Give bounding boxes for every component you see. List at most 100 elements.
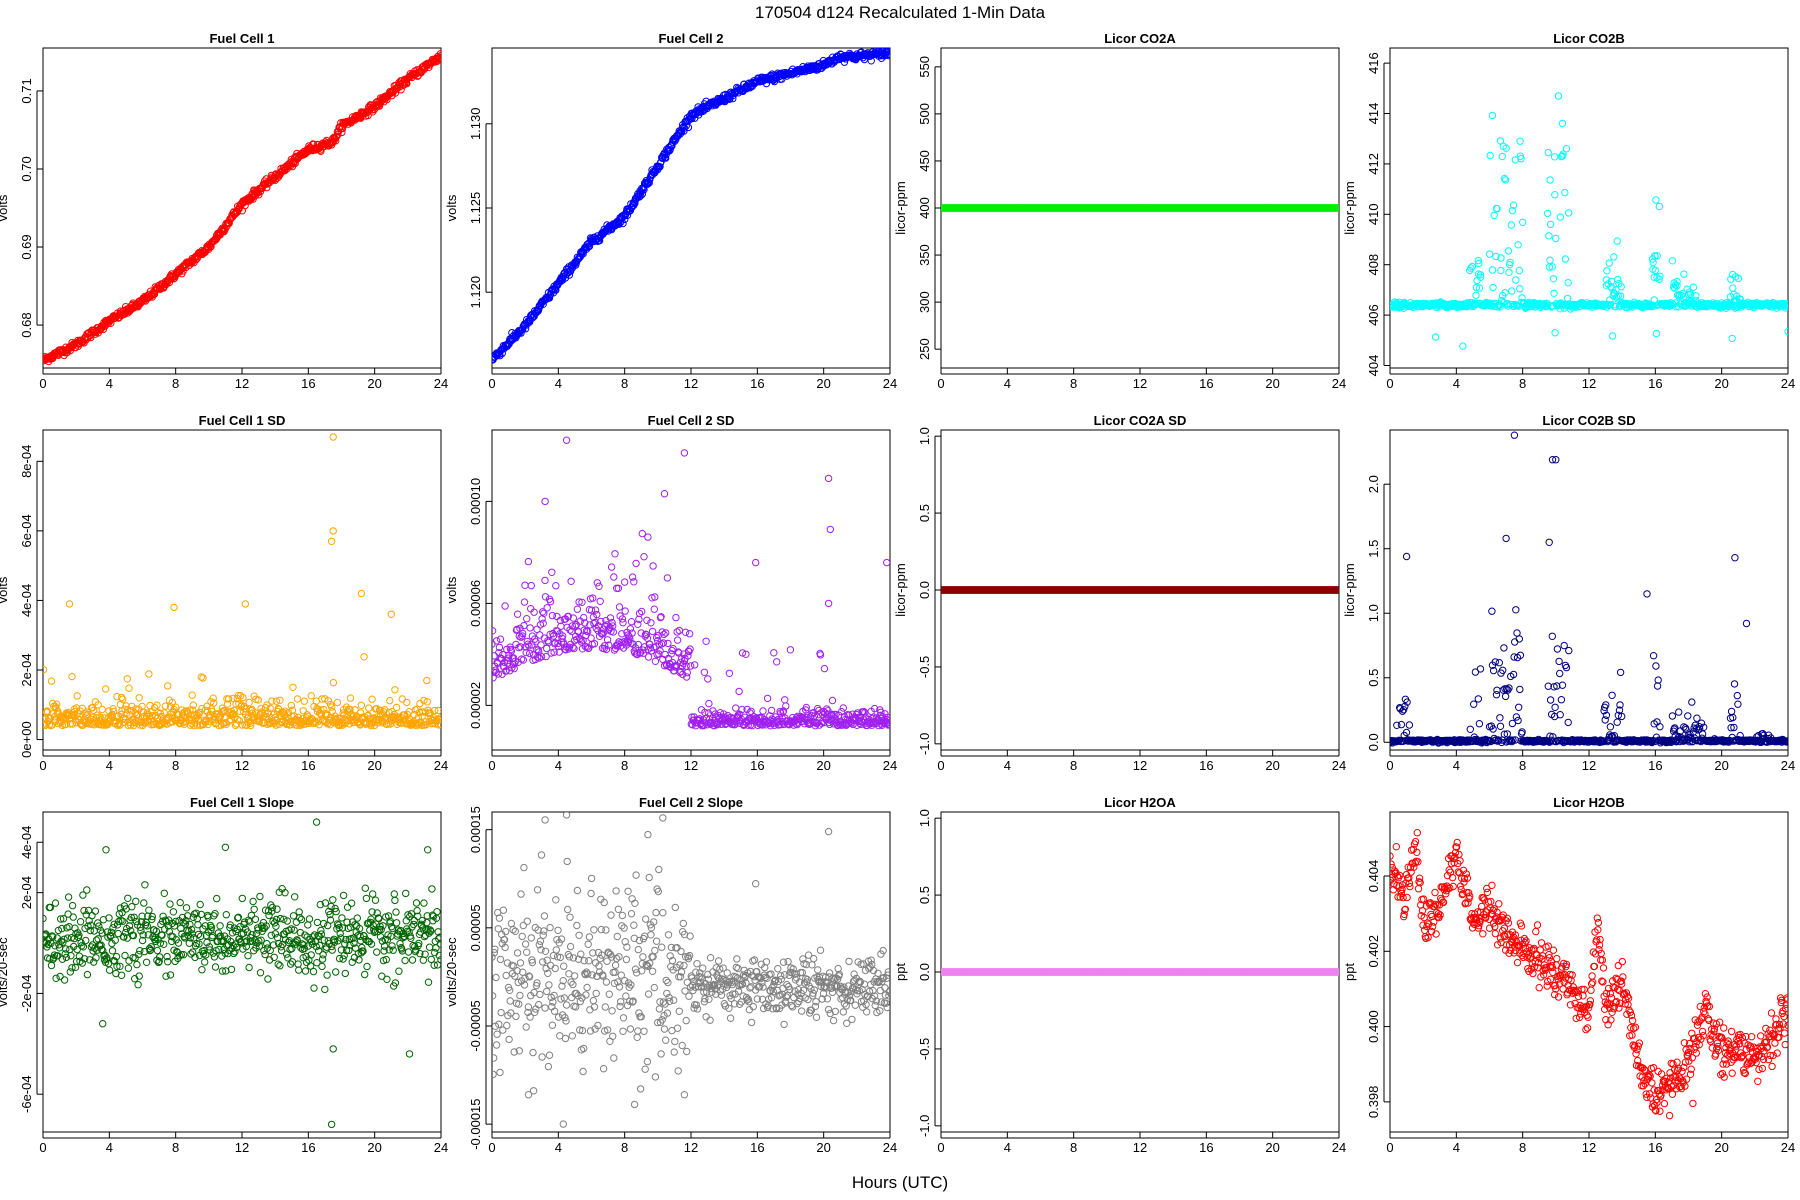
data-point (526, 624, 534, 632)
data-point (591, 606, 600, 614)
data-point (1656, 272, 1664, 280)
x-tick-label: 8 (621, 376, 628, 391)
x-tick-label: 8 (172, 758, 179, 773)
y-tick-label: 500 (917, 103, 932, 125)
data-point (1610, 253, 1618, 261)
data-point (423, 698, 431, 706)
data-point (651, 593, 659, 601)
data-point (611, 550, 619, 558)
plot-frame (1389, 47, 1789, 369)
data-point (635, 609, 644, 618)
panel-title: Licor CO2B (1553, 31, 1625, 46)
data-points (43, 433, 441, 730)
data-point (346, 694, 355, 702)
data-point (224, 695, 233, 703)
x-tick-label: 12 (1133, 376, 1147, 391)
data-point (683, 673, 691, 681)
data-point (555, 648, 563, 656)
data-point (338, 128, 346, 137)
data-point (1552, 234, 1560, 243)
data-point (1519, 218, 1527, 227)
data-point (675, 626, 683, 635)
data-point (663, 574, 672, 582)
data-point (705, 699, 713, 708)
data-point (1649, 265, 1657, 273)
data-point (539, 300, 547, 308)
data-point (392, 703, 401, 712)
data-point (732, 704, 740, 712)
data-point (168, 698, 177, 707)
data-point (541, 576, 549, 585)
x-tick-label: 0 (488, 376, 495, 391)
data-point (436, 50, 441, 58)
data-point (1603, 300, 1612, 309)
x-tick-label: 20 (1714, 376, 1728, 391)
data-point (98, 705, 106, 714)
x-tick-label: 12 (235, 758, 249, 773)
data-point (1488, 111, 1497, 120)
data-point (230, 706, 239, 715)
data-point (659, 639, 668, 647)
data-point (257, 704, 265, 713)
y-tick-label: 4e-04 (19, 584, 34, 617)
data-point (752, 558, 760, 567)
data-point (1501, 289, 1509, 297)
x-tick-label: 20 (816, 376, 830, 391)
data-point (681, 628, 690, 636)
data-point (1488, 266, 1497, 274)
x-tick-label: 24 (434, 758, 448, 773)
data-point (672, 613, 680, 622)
data-point (188, 691, 196, 699)
y-tick-label: 410 (1366, 203, 1381, 225)
data-point (621, 607, 629, 615)
data-point (673, 628, 681, 636)
data-point (65, 600, 74, 608)
data-point (276, 696, 284, 704)
data-point (1508, 206, 1517, 215)
data-point (702, 637, 710, 645)
data-point (662, 154, 670, 162)
data-point (1548, 263, 1557, 271)
data-point (289, 683, 297, 691)
data-point (1783, 301, 1788, 309)
data-point (524, 557, 533, 566)
data-point (744, 721, 752, 729)
data-point (1561, 255, 1570, 263)
data-point (1489, 283, 1497, 292)
x-tick-label: 24 (1332, 376, 1346, 391)
y-tick-label: -1.0 (917, 733, 932, 755)
y-tick-label: 550 (917, 56, 932, 78)
data-point (1551, 191, 1559, 199)
data-point (1561, 188, 1569, 197)
data-point (684, 123, 693, 132)
data-point (519, 629, 527, 638)
data-point (687, 720, 695, 728)
data-point (704, 675, 712, 683)
x-tick-label: 24 (434, 376, 448, 391)
data-point (1652, 329, 1661, 338)
data-point (553, 612, 561, 621)
x-tick-label: 16 (301, 758, 315, 773)
data-point (435, 716, 441, 724)
data-point (128, 702, 136, 711)
x-tick-label: 8 (1070, 758, 1077, 773)
data-point (210, 699, 218, 707)
data-point (671, 663, 679, 671)
panel-title: Fuel Cell 1 SD (199, 413, 286, 428)
data-point (1476, 273, 1485, 281)
data-point (731, 720, 739, 729)
data-point (566, 626, 574, 634)
data-point (245, 698, 253, 707)
data-point (53, 700, 61, 708)
data-point (521, 325, 530, 333)
data-point (1546, 256, 1554, 264)
data-point (810, 708, 818, 717)
data-point (1496, 303, 1504, 311)
data-point (590, 619, 598, 628)
data-point (1497, 266, 1505, 275)
data-point (156, 709, 165, 717)
data-point (504, 654, 513, 662)
